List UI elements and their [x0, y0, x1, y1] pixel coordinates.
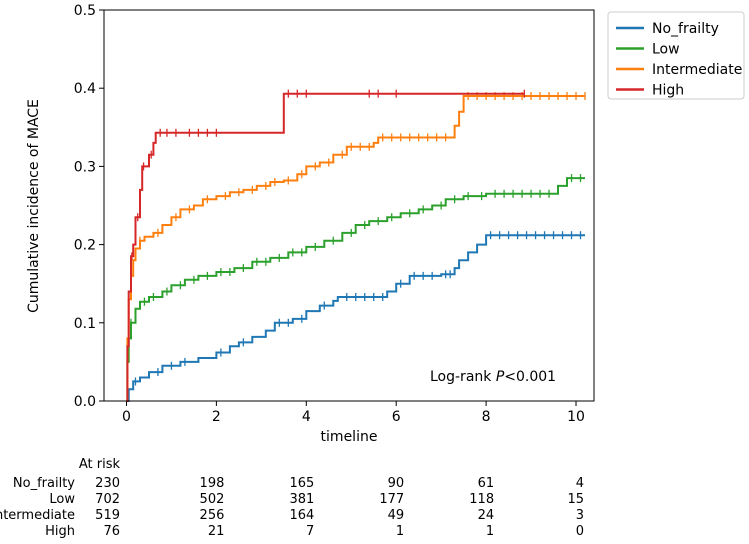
at-risk-value: 90 — [388, 476, 405, 491]
x-tick-label: 8 — [482, 409, 491, 425]
legend-label: High — [652, 83, 684, 99]
at-risk-value: 502 — [200, 492, 225, 507]
x-axis-title: timeline — [321, 429, 378, 445]
at-risk-value: 230 — [95, 476, 120, 491]
y-tick-label: 0.0 — [74, 394, 96, 410]
at-risk-value: 0 — [576, 524, 584, 539]
y-tick-label: 0.5 — [74, 3, 96, 19]
y-axis-title: Cumulative incidence of MACE — [26, 99, 42, 313]
y-tick-label: 0.1 — [74, 316, 96, 332]
legend: No_frailty Low Intermediate High — [607, 11, 745, 100]
plot-frame — [103, 9, 595, 402]
at-risk-value: 21 — [208, 524, 225, 539]
series-line-high — [126, 92, 525, 402]
series-line-low — [126, 177, 585, 402]
at-risk-value: 24 — [478, 508, 495, 523]
at-risk-value: 4 — [576, 476, 584, 491]
x-axis-ticks: 0 2 4 6 8 10 — [122, 401, 585, 425]
at-risk-value: 519 — [95, 508, 120, 523]
x-tick-label: 0 — [122, 409, 131, 425]
y-tick-label: 0.3 — [74, 159, 96, 175]
at-risk-value: 3 — [576, 508, 584, 523]
series-line-no-frailty — [126, 234, 585, 402]
at-risk-row-label: Intermediate — [0, 508, 75, 523]
at-risk-value: 15 — [567, 492, 584, 507]
legend-label: No_frailty — [652, 21, 719, 37]
at-risk-value: 61 — [478, 476, 495, 491]
series-line-intermediate — [126, 95, 585, 402]
x-tick-label: 6 — [392, 409, 401, 425]
at-risk-value: 198 — [200, 476, 225, 491]
at-risk-value: 1 — [486, 524, 494, 539]
at-risk-row-label: Low — [49, 492, 75, 507]
at-risk-header: At risk — [79, 457, 121, 472]
at-risk-value: 165 — [289, 476, 314, 491]
x-tick-label: 4 — [302, 409, 311, 425]
at-risk-value: 1 — [396, 524, 404, 539]
at-risk-value: 702 — [95, 492, 120, 507]
x-tick-label: 2 — [212, 409, 221, 425]
at-risk-row-label: No_frailty — [13, 476, 75, 491]
at-risk-table: At risk No_frailty 230 198 165 90 61 4 Low 702 50… — [0, 457, 584, 539]
legend-frame — [607, 11, 745, 100]
at-risk-value: 49 — [388, 508, 405, 523]
at-risk-value: 76 — [103, 524, 120, 539]
at-risk-row-label: High — [45, 524, 75, 539]
y-axis-ticks: 0.0 0.1 0.2 0.3 0.4 0.5 — [74, 3, 104, 410]
logrank-suffix: <0.001 — [504, 369, 556, 385]
logrank-p: P — [496, 369, 505, 385]
at-risk-value: 381 — [289, 492, 314, 507]
at-risk-value: 177 — [379, 492, 404, 507]
at-risk-value: 7 — [306, 524, 314, 539]
x-tick-label: 10 — [567, 409, 585, 425]
legend-label: Intermediate — [652, 62, 742, 78]
y-tick-label: 0.2 — [74, 238, 96, 254]
y-tick-label: 0.4 — [74, 81, 96, 97]
at-risk-value: 164 — [289, 508, 314, 523]
legend-label: Low — [652, 42, 680, 58]
at-risk-value: 118 — [469, 492, 494, 507]
logrank-prefix: Log-rank — [430, 369, 496, 385]
series-lines — [126, 89, 586, 402]
at-risk-value: 256 — [200, 508, 225, 523]
logrank-annotation: Log-rank P<0.001 — [430, 369, 556, 385]
